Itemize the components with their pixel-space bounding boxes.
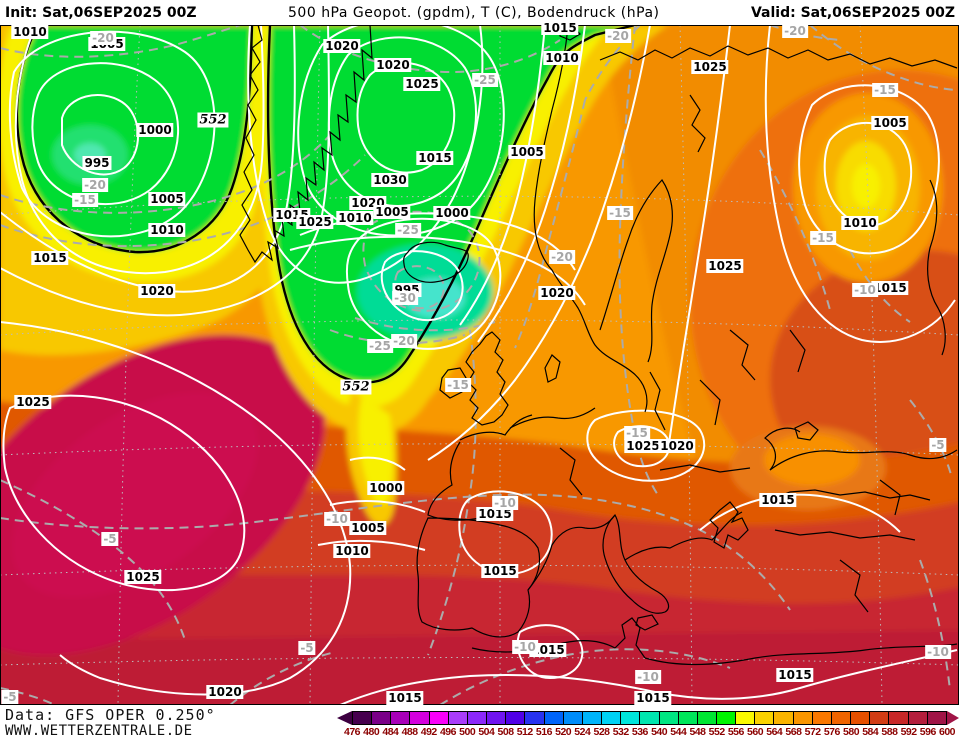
graticule [0,25,959,705]
colorbar-cell [831,712,852,724]
colorbar-cell [525,712,545,724]
colorbar-cell [372,712,392,724]
colorbar-cell [889,712,909,724]
colorbar-cell [621,712,641,724]
valid-time: Valid: Sat,06SEP2025 00Z [750,4,955,21]
colorbar-tick: 556 [727,726,745,738]
colorbar-cell [391,712,411,724]
colorbar-cell [582,712,603,724]
colorbar-cell [774,712,794,724]
colorbar-cell [448,712,468,724]
colorbar-cell [927,712,946,724]
colorbar-tick: 596 [919,726,937,738]
colorbar-tick: 500 [459,726,476,738]
colorbar-cell [851,712,871,724]
colorbar-tick: 488 [401,726,419,738]
colorbar-tick: 524 [574,726,591,738]
colorbar-cell [544,712,564,724]
weather-map-canvas [0,25,959,705]
init-time: Init: Sat,06SEP2025 00Z [5,4,197,21]
colorbar-tick: 552 [708,726,726,738]
colorbar-tick: 576 [823,726,841,738]
colorbar-tick: 568 [785,726,802,738]
map-footer: Data: GFS OPER 0.250° WWW.WETTERZENTRALE… [0,705,959,741]
coastlines [239,25,958,666]
geopotential-552-contour [15,25,636,384]
colorbar-cell [908,712,928,724]
colorbar-cell [736,712,756,724]
colorbar-tick: 588 [881,726,898,738]
colorbar-tick: 540 [651,726,668,738]
colorbar-tick: 544 [670,726,687,738]
colorbar-left-arrow [337,711,352,725]
colorbar-tick: 532 [612,726,630,738]
colorbar-tick: 528 [593,726,611,738]
colorbar-cell [487,712,507,724]
colorbar-cell [467,712,488,724]
colorbar-right-arrow [947,711,959,725]
geopotential-colorbar [337,711,959,725]
map-graphic [0,25,959,705]
colorbar-cell [640,712,660,724]
colorbar-cell [563,712,583,724]
colorbar-cell [812,712,832,724]
colorbar-tick: 600 [938,726,956,738]
colorbar-tick: 580 [843,726,860,738]
colorbar-tick: 560 [747,726,764,738]
map-title: 500 hPa Geopot. (gpdm), T (C), Bodendruc… [288,4,660,21]
colorbar-cell [602,712,622,724]
colorbar-cell [697,712,717,724]
colorbar-tick: 492 [420,726,438,738]
colorbar-tick: 572 [804,726,822,738]
colorbar-tick: 496 [439,726,457,738]
colorbar-tick: 480 [363,726,380,738]
colorbar-tick: 516 [535,726,553,738]
map-header: Init: Sat,06SEP2025 00Z 500 hPa Geopot. … [0,0,959,25]
colorbar-tick: 476 [343,726,361,738]
colorbar-tick: 564 [766,726,783,738]
colorbar-cell [410,712,430,724]
colorbar-cell [716,712,737,724]
data-source: Data: GFS OPER 0.250° [5,706,216,724]
colorbar-tick: 484 [382,726,399,738]
colorbar-tick: 520 [555,726,572,738]
colorbar-cell [659,712,679,724]
colorbar-cell [429,712,449,724]
geopotential-shading [0,25,959,705]
colorbar-tick: 508 [497,726,515,738]
colorbar-cell [755,712,775,724]
colorbar-cells [352,711,947,725]
colorbar-cell [678,712,698,724]
colorbar-tick: 536 [631,726,649,738]
colorbar-cell [506,712,526,724]
colorbar-cell [353,712,373,724]
colorbar-tick: 504 [478,726,495,738]
colorbar-tick: 512 [516,726,534,738]
isotherms [0,25,959,705]
website-url: WWW.WETTERZENTRALE.DE [5,723,193,739]
colorbar-tick: 592 [900,726,918,738]
colorbar-cell [870,712,890,724]
colorbar-cell [793,712,813,724]
colorbar-tick: 584 [862,726,879,738]
colorbar-tick: 548 [689,726,706,738]
